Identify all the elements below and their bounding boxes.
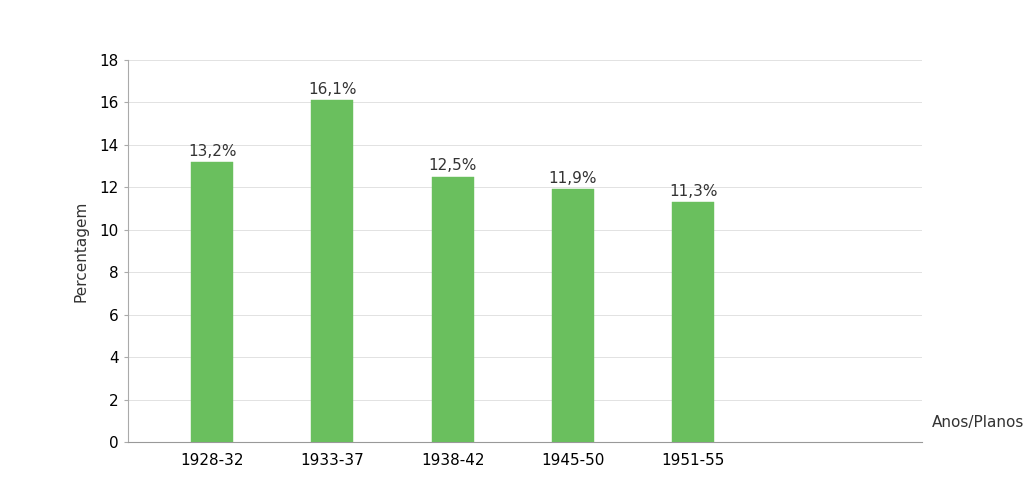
Bar [552,189,594,442]
Text: 11,9%: 11,9% [549,171,597,186]
Text: 12,5%: 12,5% [428,159,477,173]
Bar [431,176,474,442]
Bar [311,100,353,442]
Text: Anos/Planos: Anos/Planos [932,415,1024,430]
Text: 11,3%: 11,3% [669,184,718,199]
Y-axis label: Percentagem: Percentagem [74,200,88,302]
Text: 16,1%: 16,1% [308,82,356,97]
Bar [191,162,233,442]
Text: 13,2%: 13,2% [188,144,237,159]
Bar [672,202,714,442]
